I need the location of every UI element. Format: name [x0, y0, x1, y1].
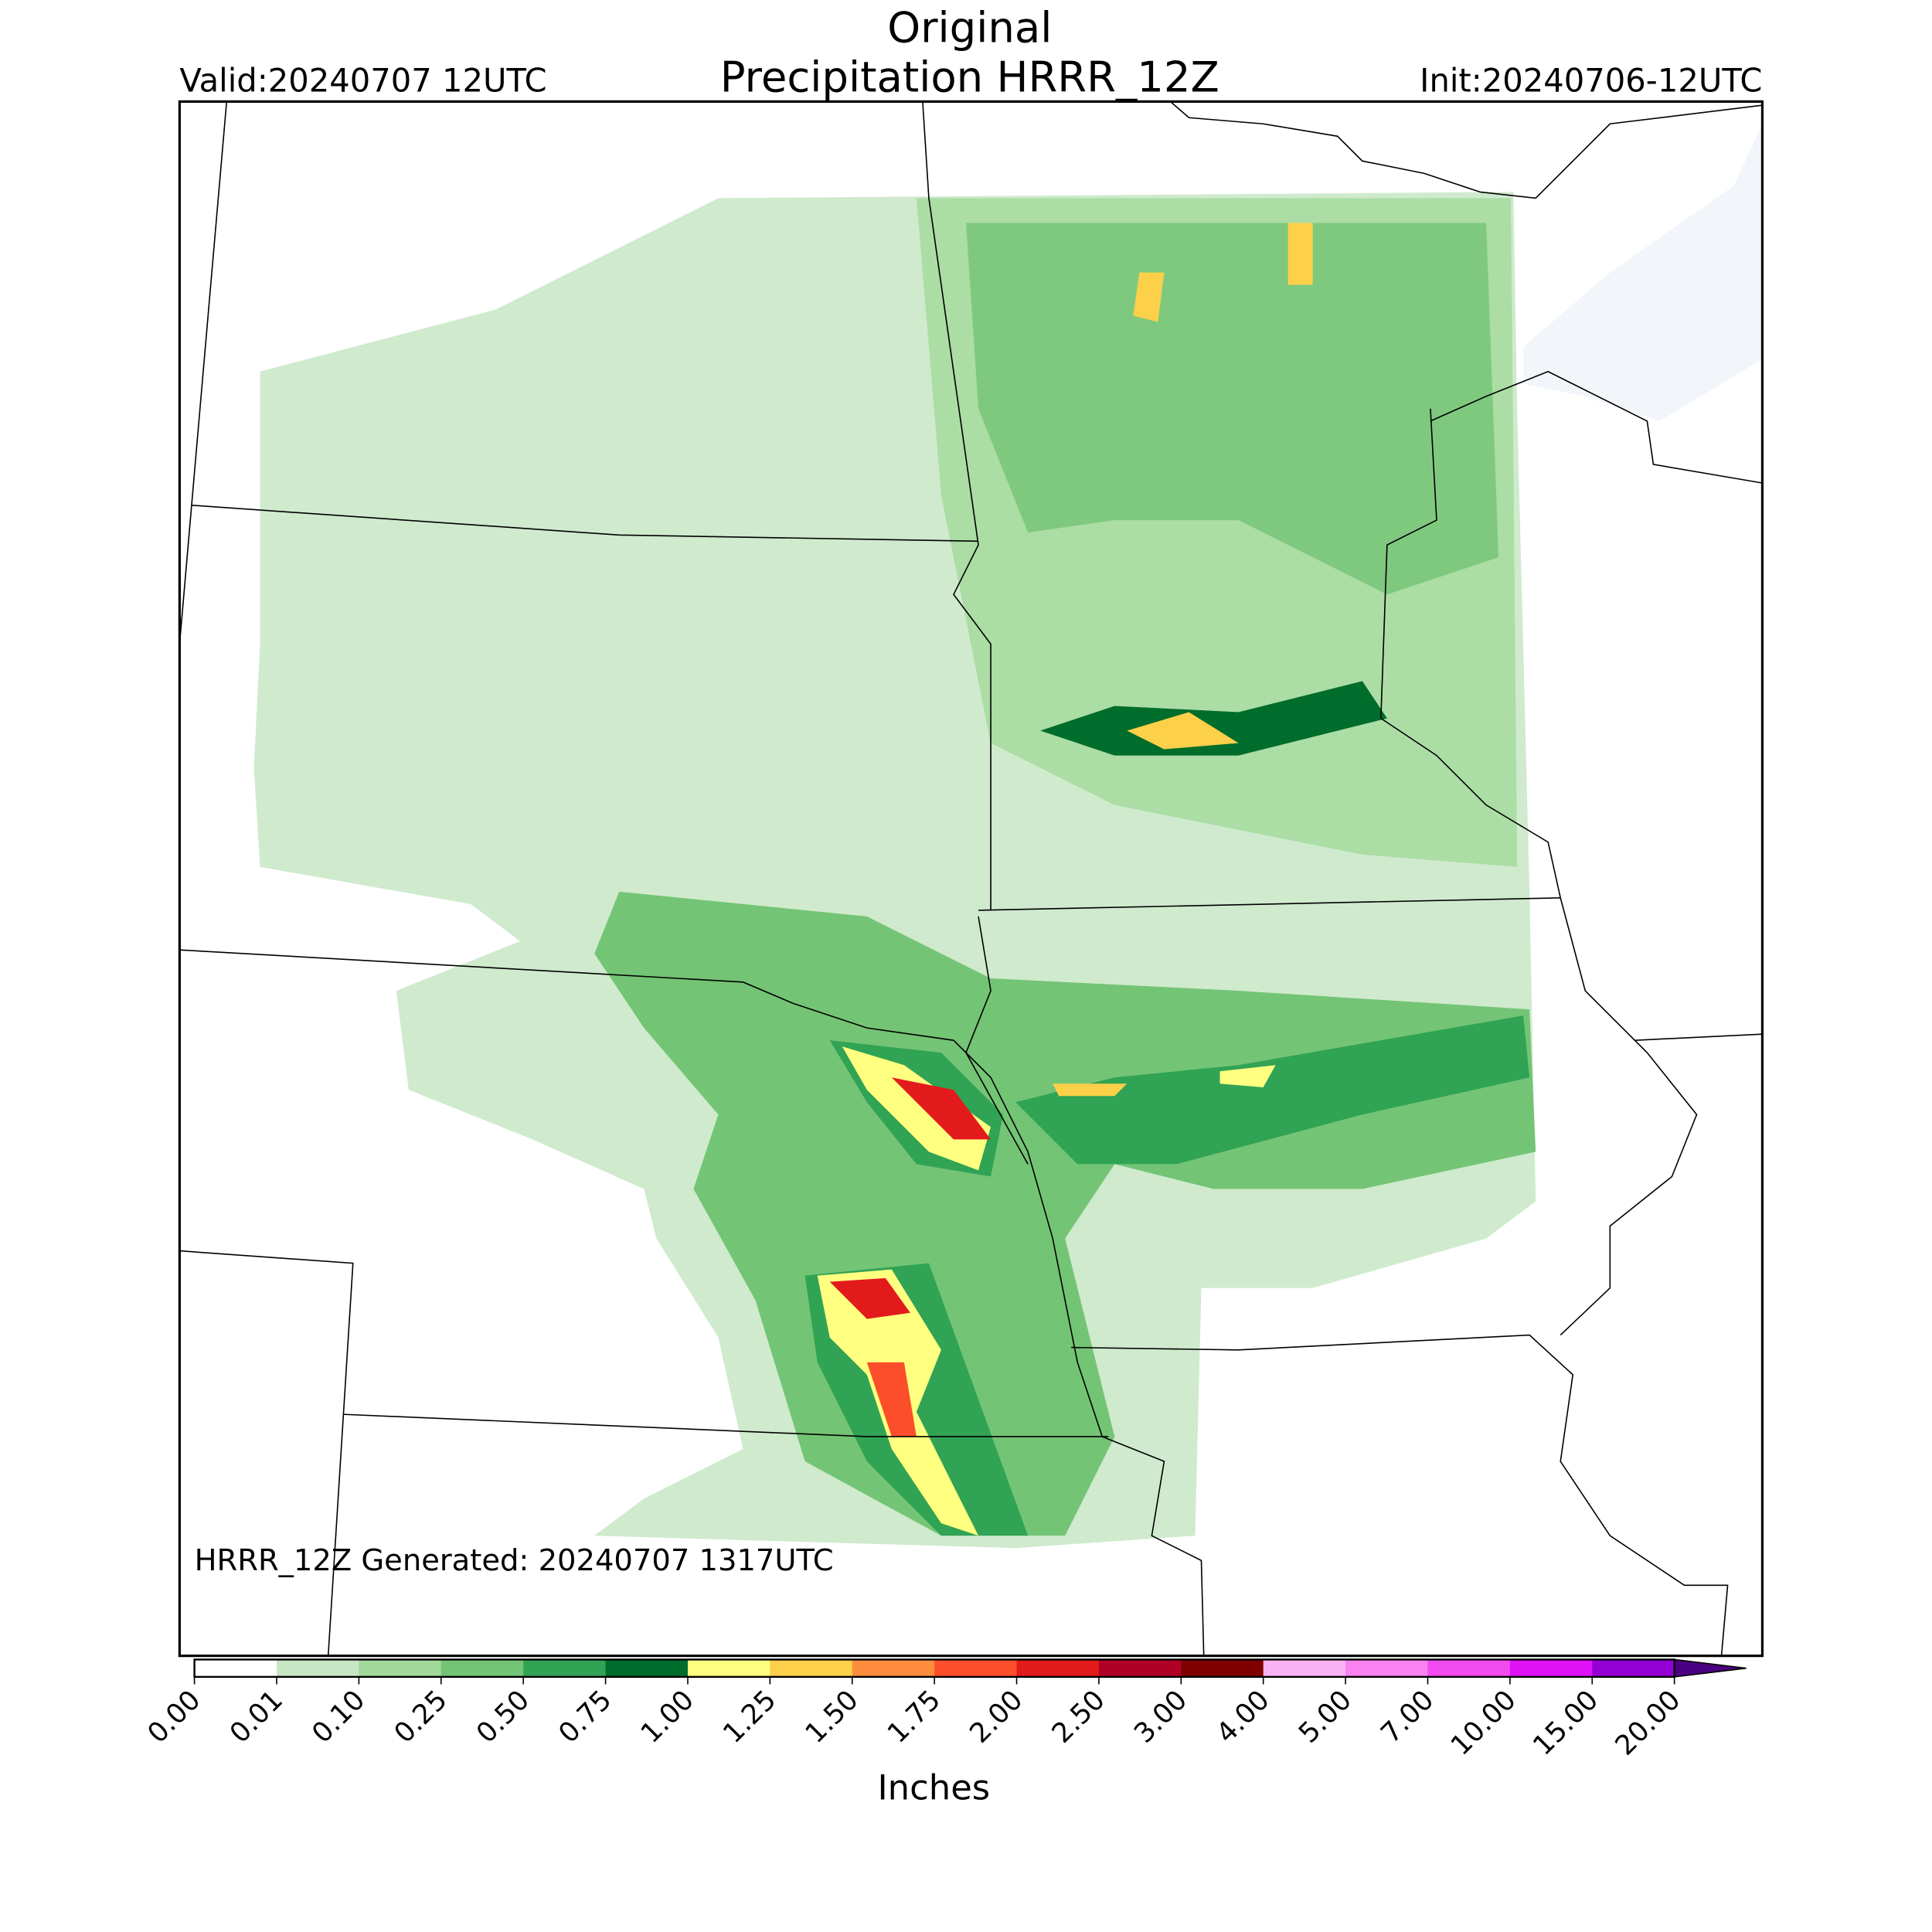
tick-label: 2.50	[1046, 1684, 1111, 1749]
tick-label: 1.00	[634, 1684, 699, 1749]
tick-label: 0.25	[388, 1684, 453, 1749]
color-segment	[1181, 1659, 1264, 1677]
tick-label: 20.00	[1609, 1684, 1686, 1761]
color-segment	[276, 1659, 359, 1677]
tick-label: 0.01	[223, 1684, 288, 1749]
tick-label: 3.00	[1128, 1684, 1193, 1749]
color-segment	[605, 1659, 689, 1677]
tick-label: 7.00	[1375, 1684, 1440, 1749]
color-segment	[523, 1659, 607, 1677]
tick-label: 1.75	[882, 1684, 947, 1749]
tick-label: 0.00	[141, 1684, 206, 1749]
color-segment	[1427, 1659, 1511, 1677]
color-segment	[1592, 1659, 1675, 1677]
color-segment	[770, 1659, 853, 1677]
init-time: Init:20240706-12UTC	[1420, 62, 1762, 100]
color-extension	[1673, 1658, 1747, 1678]
tick-label: 0.10	[306, 1684, 371, 1749]
color-segment	[1098, 1659, 1182, 1677]
subtitle: Precipitation HRRR_12Z	[720, 53, 1219, 102]
color-segment	[934, 1659, 1018, 1677]
title: Original	[887, 2, 1052, 52]
map-frame	[178, 100, 1764, 1658]
color-segment	[194, 1659, 277, 1677]
precip-field	[253, 192, 1536, 1549]
color-segment	[359, 1659, 442, 1677]
state-borders	[179, 101, 1763, 1656]
lake	[1523, 124, 1763, 421]
tick-label: 5.00	[1293, 1684, 1358, 1749]
tick-label: 4.00	[1210, 1684, 1275, 1749]
tick-label: 0.75	[553, 1684, 617, 1749]
valid-time: Valid:20240707 12UTC	[179, 62, 546, 100]
color-segment	[1345, 1659, 1428, 1677]
colorbar-label: Inches	[877, 1767, 990, 1808]
tick-label: 1.50	[799, 1684, 864, 1749]
color-segment	[687, 1659, 770, 1677]
map: HRRR_12Z Generated: 20240707 1317UTC	[178, 100, 1764, 1658]
tick-label: 10.00	[1445, 1684, 1522, 1761]
tick-label: 1.25	[717, 1684, 782, 1749]
color-segment	[440, 1659, 524, 1677]
tick-label: 15.00	[1527, 1684, 1604, 1761]
color-segment	[1263, 1659, 1346, 1677]
color-segment	[852, 1659, 935, 1677]
colorbar: 0.00 0.01 0.10 0.25 0.50 0.75 1.00 1.25 1.50 1.75…	[141, 1658, 1747, 1762]
generated-annotation: HRRR_12Z Generated: 20240707 1317UTC	[195, 1543, 834, 1578]
color-segment	[1016, 1659, 1100, 1677]
color-segment	[1509, 1659, 1593, 1677]
tick-label: 2.00	[964, 1684, 1029, 1749]
tick-label: 0.50	[471, 1684, 536, 1749]
